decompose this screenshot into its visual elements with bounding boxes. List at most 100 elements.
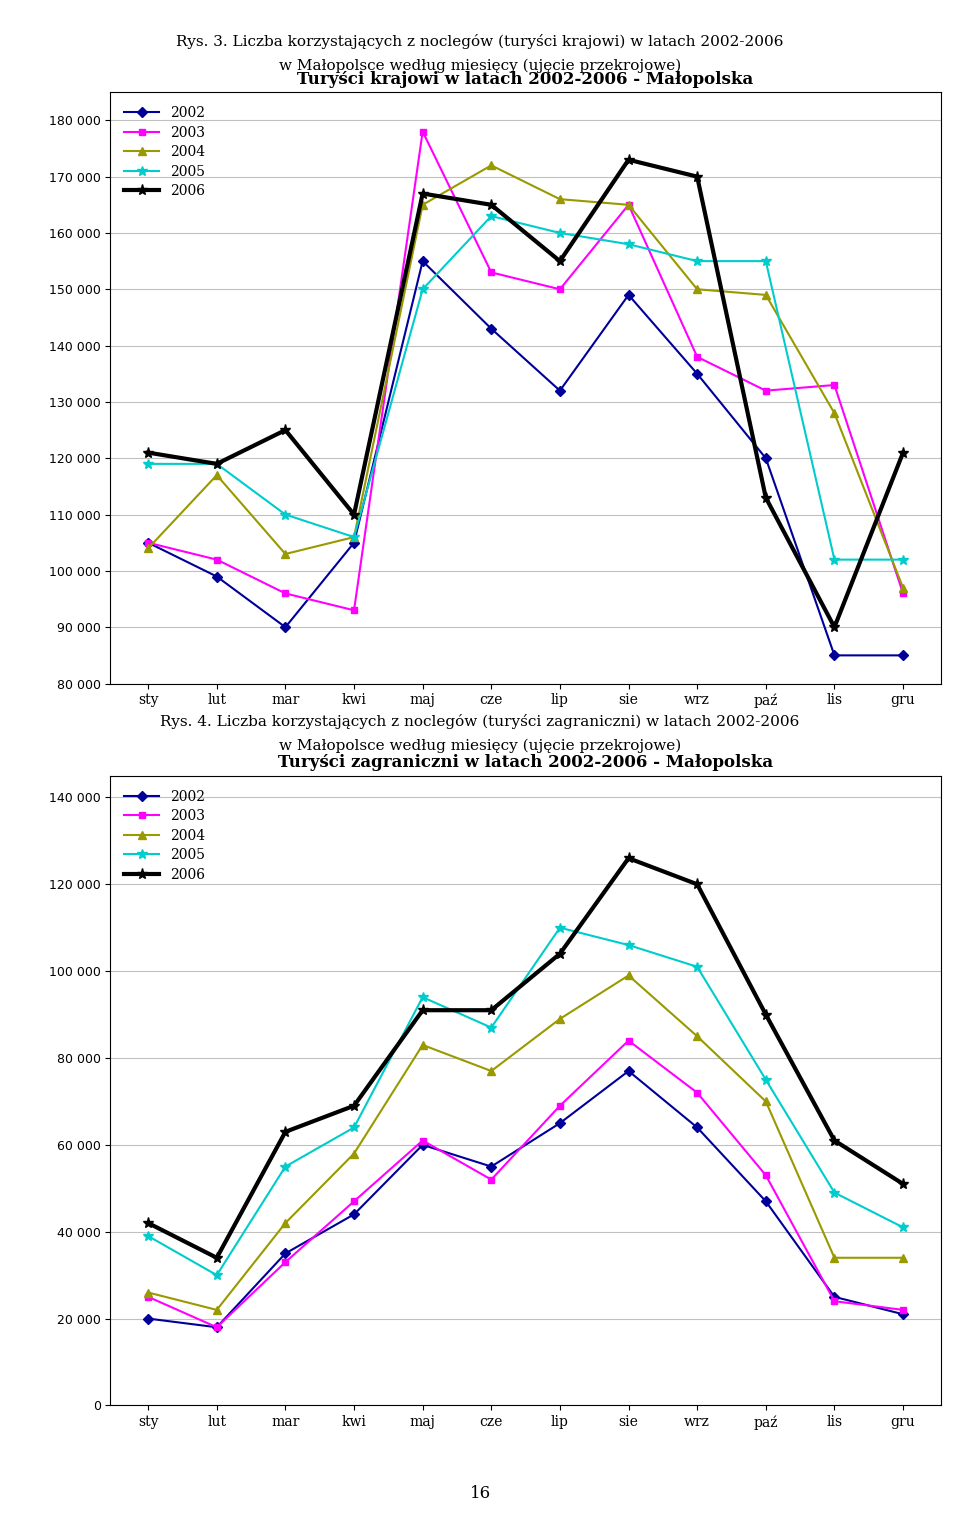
2003 — [417, 123, 428, 141]
2006 — [142, 1213, 154, 1232]
2004 — [623, 195, 635, 214]
2006 — [760, 1006, 772, 1025]
2003 — [898, 1301, 909, 1319]
Line: 2005: 2005 — [143, 923, 908, 1279]
2004 — [486, 1061, 497, 1080]
2004 — [898, 1249, 909, 1267]
2005 — [554, 919, 565, 937]
Text: 16: 16 — [469, 1485, 491, 1502]
2004 — [760, 1092, 772, 1111]
2006 — [828, 1132, 840, 1150]
2002 — [760, 1192, 772, 1210]
Title: Turyści krajowi w latach 2002-2006 - Małopolska: Turyści krajowi w latach 2002-2006 - Mał… — [298, 71, 754, 88]
2002 — [486, 319, 497, 338]
2004 — [417, 1035, 428, 1054]
2004 — [554, 1009, 565, 1028]
2002 — [417, 1135, 428, 1154]
2002 — [142, 533, 154, 551]
2002 — [898, 1306, 909, 1324]
2006 — [279, 1123, 291, 1141]
2002 — [623, 286, 635, 304]
2005 — [760, 1071, 772, 1089]
2002 — [623, 1061, 635, 1080]
2003 — [142, 1287, 154, 1306]
2005 — [554, 224, 565, 243]
2002 — [211, 567, 223, 585]
2002 — [760, 449, 772, 467]
2002 — [348, 1206, 360, 1224]
2006 — [348, 505, 360, 524]
2004 — [279, 545, 291, 564]
2005 — [279, 1157, 291, 1175]
2006 — [828, 617, 840, 636]
2006 — [142, 444, 154, 462]
2005 — [691, 957, 703, 975]
Text: Rys. 4. Liczba korzystających z noclegów (turyści zagraniczni) w latach 2002-200: Rys. 4. Liczba korzystających z noclegów… — [160, 714, 800, 730]
2003 — [279, 584, 291, 602]
2002 — [691, 1118, 703, 1137]
2004 — [760, 286, 772, 304]
2005 — [348, 528, 360, 547]
2006 — [279, 421, 291, 439]
Line: 2006: 2006 — [143, 852, 908, 1263]
2003 — [828, 1292, 840, 1310]
2003 — [760, 1166, 772, 1184]
2003 — [142, 533, 154, 551]
2002 — [554, 381, 565, 399]
2002 — [554, 1114, 565, 1132]
2005 — [211, 1266, 223, 1284]
2006 — [691, 876, 703, 894]
2006 — [554, 945, 565, 963]
2002 — [142, 1309, 154, 1327]
2003 — [828, 376, 840, 395]
Line: 2002: 2002 — [145, 258, 906, 659]
2003 — [486, 1170, 497, 1189]
Text: w Małopolsce według miesięcy (ujęcie przekrojowe): w Małopolsce według miesięcy (ujęcie prz… — [278, 739, 682, 753]
2006 — [691, 167, 703, 186]
Legend: 2002, 2003, 2004, 2005, 2006: 2002, 2003, 2004, 2005, 2006 — [117, 100, 212, 206]
2002 — [486, 1157, 497, 1175]
Text: w Małopolsce według miesięcy (ujęcie przekrojowe): w Małopolsce według miesięcy (ujęcie prz… — [278, 58, 682, 72]
2004 — [691, 280, 703, 298]
Line: 2005: 2005 — [143, 212, 908, 564]
2005 — [691, 252, 703, 270]
2002 — [279, 1244, 291, 1263]
2005 — [142, 1227, 154, 1246]
2002 — [828, 647, 840, 665]
2003 — [623, 195, 635, 214]
2004 — [691, 1028, 703, 1046]
2002 — [348, 533, 360, 551]
2003 — [348, 601, 360, 619]
Line: 2003: 2003 — [145, 127, 906, 614]
2003 — [691, 1083, 703, 1101]
2002 — [417, 252, 428, 270]
2004 — [142, 1283, 154, 1301]
2005 — [898, 550, 909, 568]
2002 — [828, 1287, 840, 1306]
2005 — [142, 455, 154, 473]
2003 — [898, 584, 909, 602]
2005 — [417, 280, 428, 298]
2006 — [898, 444, 909, 462]
2004 — [211, 465, 223, 484]
2005 — [211, 455, 223, 473]
2006 — [486, 195, 497, 214]
2006 — [554, 252, 565, 270]
Line: 2003: 2003 — [145, 1037, 906, 1330]
2005 — [486, 1018, 497, 1037]
2003 — [554, 1097, 565, 1115]
2006 — [486, 1001, 497, 1020]
Title: Turyści zagraniczni w latach 2002-2006 - Małopolska: Turyści zagraniczni w latach 2002-2006 -… — [278, 754, 773, 771]
2002 — [898, 647, 909, 665]
2003 — [486, 263, 497, 281]
2004 — [554, 190, 565, 209]
2005 — [828, 1183, 840, 1201]
2004 — [142, 539, 154, 558]
Line: 2006: 2006 — [143, 154, 908, 633]
Line: 2004: 2004 — [144, 971, 907, 1315]
2005 — [417, 988, 428, 1006]
2004 — [211, 1301, 223, 1319]
2004 — [828, 404, 840, 422]
2003 — [554, 280, 565, 298]
2003 — [211, 550, 223, 568]
